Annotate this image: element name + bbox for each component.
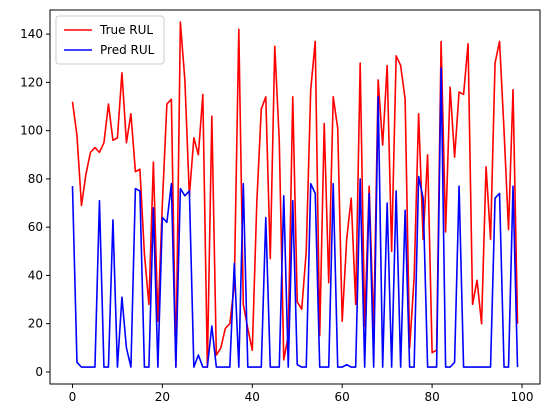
x-tick-label: 80 — [424, 390, 439, 404]
y-tick-label: 120 — [20, 75, 43, 89]
plot-frame — [49, 9, 541, 385]
series-layer — [71, 21, 519, 368]
legend-box — [55, 15, 165, 65]
y-tick-label: 0 — [35, 365, 43, 379]
x-tick-label: 0 — [69, 390, 77, 404]
x-tick-label: 100 — [511, 390, 534, 404]
y-tick-label: 140 — [20, 27, 43, 41]
series-line-true-rul — [71, 21, 519, 368]
y-tick-label: 40 — [28, 268, 43, 282]
y-tick-label: 100 — [20, 124, 43, 138]
x-tick-label: 20 — [155, 390, 170, 404]
x-axis: 0 20 40 60 80 100 — [69, 384, 534, 404]
x-tick-label: 40 — [245, 390, 260, 404]
y-tick-label: 60 — [28, 220, 43, 234]
series-line-pred-rul — [71, 67, 519, 368]
y-tick-label: 80 — [28, 172, 43, 186]
y-axis: 0 20 40 60 80 100 120 140 — [20, 27, 50, 379]
legend-label: Pred RUL — [100, 43, 155, 57]
legend-label: True RUL — [99, 23, 153, 37]
x-tick-label: 60 — [335, 390, 350, 404]
y-tick-label: 20 — [28, 317, 43, 331]
legend: True RUL Pred RUL — [55, 15, 165, 65]
